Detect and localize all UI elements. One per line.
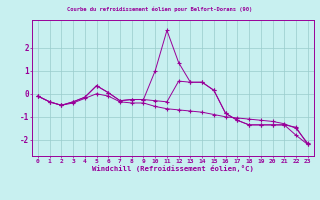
Text: Courbe du refroidissement éolien pour Belfort-Dorans (90): Courbe du refroidissement éolien pour Be… <box>68 6 252 11</box>
X-axis label: Windchill (Refroidissement éolien,°C): Windchill (Refroidissement éolien,°C) <box>92 165 254 172</box>
